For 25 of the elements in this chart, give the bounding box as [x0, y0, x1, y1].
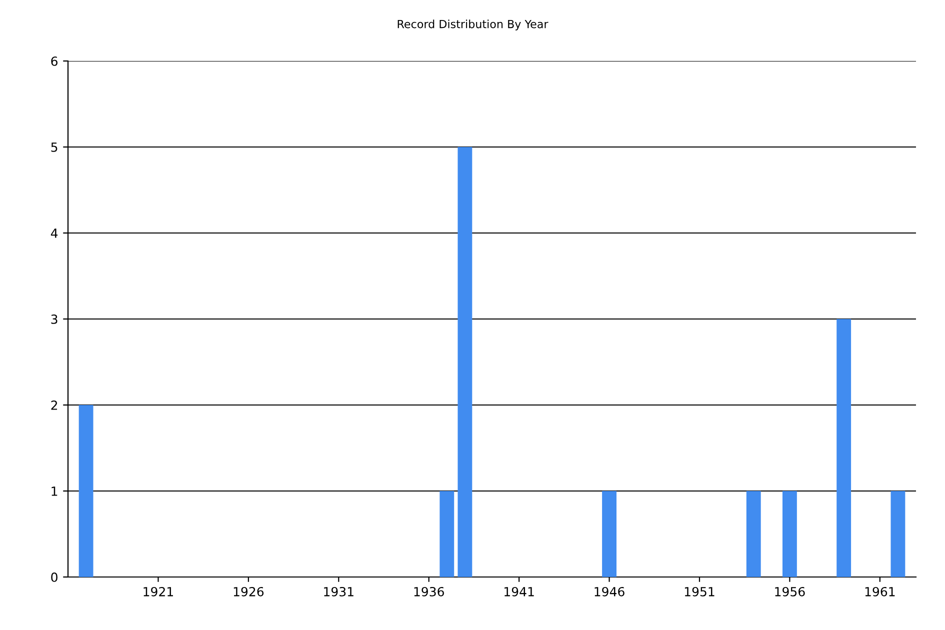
- x-tick-label: 1956: [775, 586, 805, 596]
- x-tick-label: 1926: [234, 586, 264, 596]
- x-tick-label: 1961: [865, 586, 895, 596]
- bar: [602, 491, 616, 577]
- y-tick-label: 6: [51, 56, 58, 66]
- y-tick-label: 3: [51, 314, 58, 324]
- y-tick-label: 4: [50, 228, 58, 238]
- x-tick-label: 1931: [324, 586, 354, 596]
- bar: [746, 491, 761, 577]
- x-tick-label: 1921: [144, 586, 173, 596]
- x-tick-label: 1941: [504, 586, 534, 596]
- y-tick-label: 5: [51, 142, 58, 152]
- y-tick-label: 2: [51, 400, 58, 410]
- y-tick-label: 1: [52, 486, 58, 496]
- bar: [458, 147, 472, 577]
- bar: [890, 491, 906, 577]
- x-tick-label: 1951: [684, 586, 714, 596]
- bar: [782, 491, 797, 577]
- bar: [440, 491, 454, 577]
- x-tick-label: 1936: [414, 586, 444, 596]
- x-tick-label: 1946: [594, 586, 624, 596]
- y-tick-label: 0: [51, 572, 58, 582]
- bar: [78, 405, 94, 577]
- chart-title: Record Distribution By Year: [398, 20, 548, 30]
- bar: [836, 319, 852, 577]
